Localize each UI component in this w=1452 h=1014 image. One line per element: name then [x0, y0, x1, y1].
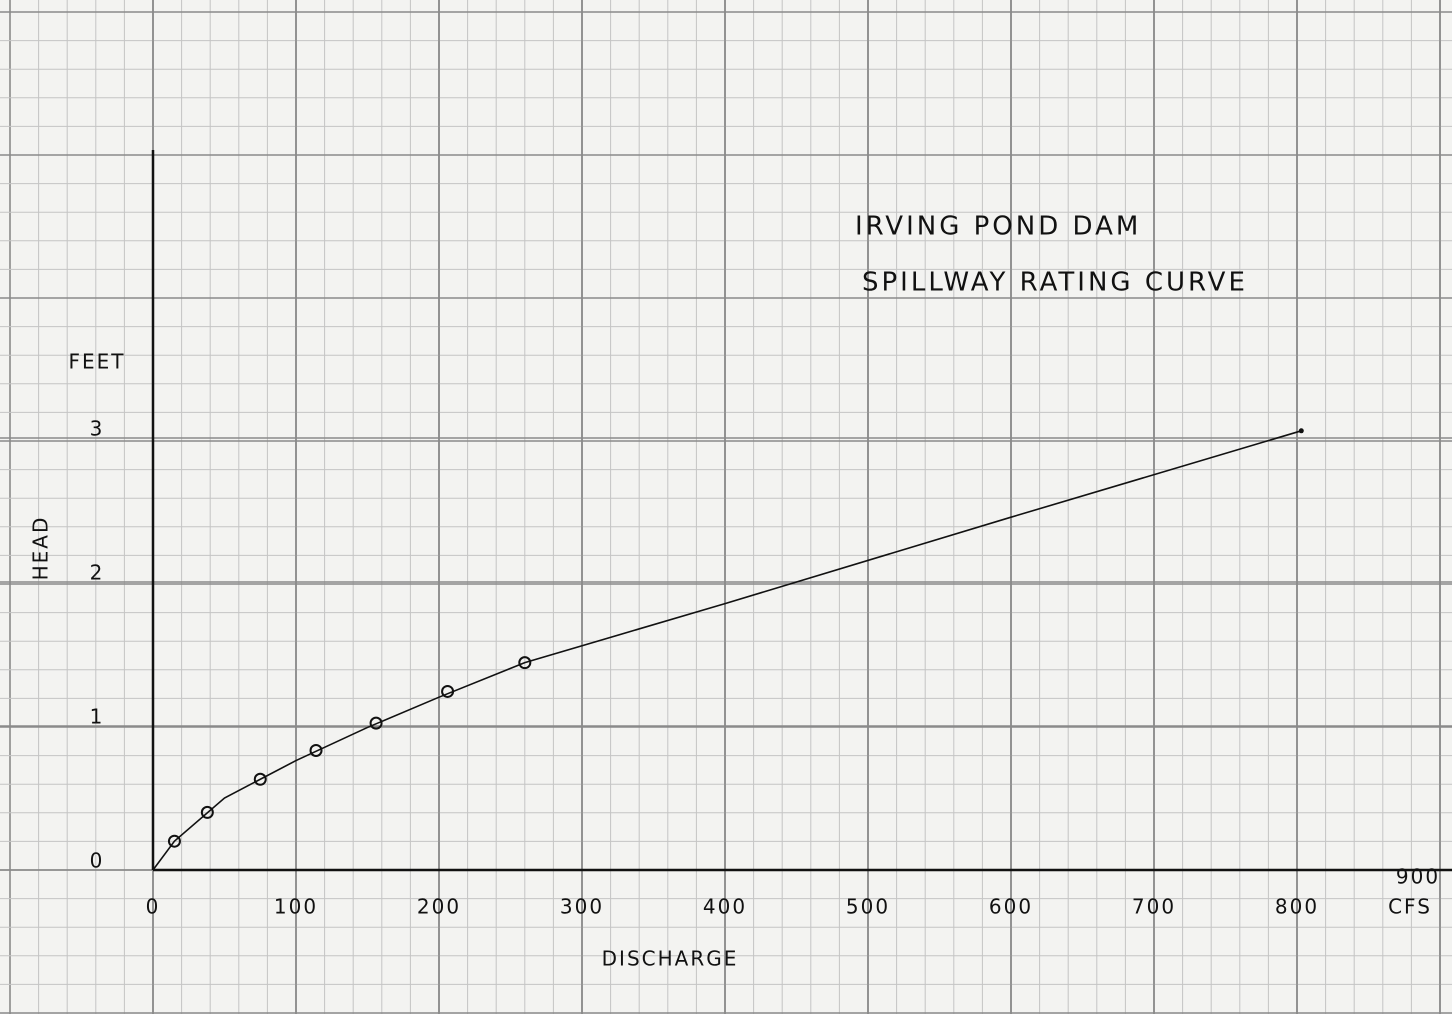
x-tick-label: 300 — [560, 895, 604, 919]
chart: 0 100 200 300 400 500 600 700 800 900 0 1 2 3 IRVING … — [0, 0, 1452, 1014]
y-axis-label: HEAD — [29, 516, 53, 581]
x-tick-label: 500 — [846, 895, 890, 919]
page: 0 100 200 300 400 500 600 700 800 900 0 1 2 3 IRVING … — [0, 0, 1452, 1014]
x-tick-label: 900 — [1396, 865, 1440, 889]
paper — [0, 0, 1452, 1014]
x-tick-label: 200 — [417, 895, 461, 919]
y-tick-label: 1 — [90, 705, 105, 729]
x-tick-label: 700 — [1132, 895, 1176, 919]
y-tick-label: 2 — [90, 561, 105, 585]
y-tick-label: 0 — [90, 849, 105, 873]
curve-end — [1299, 428, 1304, 433]
x-unit: CFS — [1388, 895, 1432, 919]
x-tick-label: 0 — [146, 895, 161, 919]
y-unit: FEET — [69, 350, 126, 374]
y-tick-label: 3 — [90, 417, 105, 441]
x-tick-label: 400 — [703, 895, 747, 919]
x-tick-label: 100 — [274, 895, 318, 919]
x-tick-label: 600 — [989, 895, 1033, 919]
chart-subtitle: SPILLWAY RATING CURVE — [862, 268, 1248, 298]
x-tick-label: 800 — [1275, 895, 1319, 919]
chart-title: IRVING POND DAM — [855, 212, 1141, 242]
x-axis-label: DISCHARGE — [602, 947, 739, 971]
